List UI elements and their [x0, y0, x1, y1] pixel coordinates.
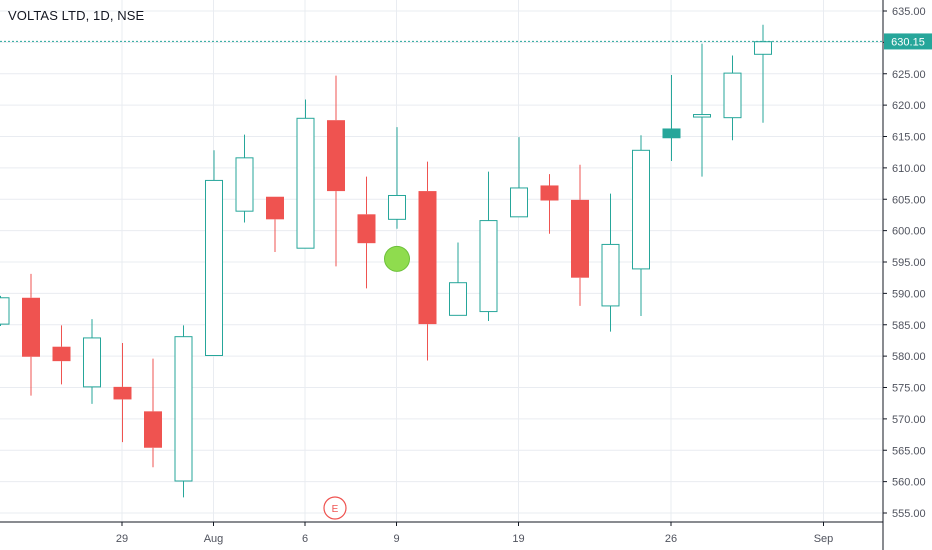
candle[interactable]: [510, 137, 528, 218]
candle[interactable]: [174, 325, 193, 498]
candle-body-down: [22, 297, 40, 357]
last-price-tag: 630.15: [884, 33, 932, 50]
candle[interactable]: [113, 342, 132, 443]
candle[interactable]: [357, 176, 376, 289]
signal-marker[interactable]: [384, 245, 410, 272]
candle[interactable]: [723, 55, 742, 141]
candle-body-up: [235, 157, 254, 212]
candle-body-down: [540, 185, 559, 201]
x-tick-label: 26: [665, 533, 677, 545]
last-price-label: 630.15: [891, 36, 925, 48]
candles-group: [0, 24, 772, 498]
grid-lines: [0, 0, 882, 522]
candle[interactable]: [388, 127, 406, 229]
candle[interactable]: [662, 75, 681, 161]
candle[interactable]: [571, 164, 589, 306]
candle[interactable]: [327, 75, 345, 267]
candle[interactable]: [479, 171, 498, 321]
y-tick-label: 560.00: [892, 477, 926, 489]
candle-body-up: [0, 297, 10, 325]
y-tick-label: 615.00: [892, 132, 926, 144]
candle-body-down: [144, 411, 162, 448]
x-tick-label: 19: [512, 533, 524, 545]
y-tick-label: 565.00: [892, 445, 926, 457]
y-tick-label: 570.00: [892, 414, 926, 426]
time-axis[interactable]: 29 Aug 6 9 19 26 Sep: [0, 521, 883, 545]
y-tick-label: 635.00: [892, 6, 926, 18]
candle[interactable]: [418, 161, 437, 361]
x-tick-label: Sep: [814, 533, 834, 545]
candle[interactable]: [693, 43, 711, 177]
y-tick-label: 625.00: [892, 69, 926, 81]
candle-body-up: [693, 114, 711, 118]
last-price-tag-bg: [884, 33, 932, 50]
x-tick-label: Aug: [204, 533, 224, 545]
y-tick-label: 610.00: [892, 163, 926, 175]
y-tick-label: 585.00: [892, 320, 926, 332]
candle[interactable]: [22, 273, 40, 396]
candle[interactable]: [540, 174, 559, 234]
y-tick-label: 575.00: [892, 383, 926, 395]
candle-body-up: [510, 187, 528, 218]
chart-title: VOLTAS LTD, 1D, NSE: [8, 8, 145, 23]
y-tick-label: 590.00: [892, 288, 926, 300]
candle[interactable]: [83, 319, 101, 404]
candle-body-up: [83, 337, 101, 388]
y-tick-label: 555.00: [892, 508, 926, 520]
candle[interactable]: [235, 134, 254, 223]
earnings-event-marker[interactable]: E: [323, 496, 347, 520]
candle[interactable]: [632, 135, 650, 316]
candle-body-up: [754, 41, 772, 55]
candle-body-down: [266, 196, 284, 220]
candle[interactable]: [52, 325, 71, 385]
candle-body-up: [205, 179, 223, 356]
y-tick-label: 600.00: [892, 226, 926, 238]
candle-body-up: [479, 220, 498, 313]
y-tick-label: 620.00: [892, 100, 926, 112]
candle-body-up: [449, 282, 467, 316]
candle-body-up: [662, 128, 681, 139]
event-label: E: [332, 504, 339, 515]
candle-body-up: [174, 336, 193, 482]
y-tick-label: 595.00: [892, 257, 926, 269]
event-circle: [323, 496, 347, 520]
y-tick-label: 605.00: [892, 194, 926, 206]
candle[interactable]: [144, 358, 162, 468]
x-tick-label: 6: [302, 533, 308, 545]
candle[interactable]: [205, 150, 223, 356]
candle-body-down: [113, 386, 132, 400]
candle-body-up: [632, 149, 650, 270]
candle-body-down: [52, 346, 71, 362]
candle-body-down: [418, 191, 437, 325]
candle[interactable]: [754, 24, 772, 123]
candle-body-up: [388, 194, 406, 220]
candle[interactable]: [601, 193, 620, 332]
candle-body-up: [296, 117, 315, 249]
x-tick-label: 29: [116, 533, 128, 545]
x-tick-label: 9: [393, 533, 399, 545]
candle[interactable]: [449, 242, 467, 316]
candle-body-down: [357, 214, 376, 244]
candle-body-down: [327, 120, 345, 192]
candle-body-up: [723, 72, 742, 119]
candle[interactable]: [266, 196, 284, 252]
candle[interactable]: [296, 99, 315, 249]
y-tick-label: 580.00: [892, 351, 926, 363]
candle-body-up: [601, 243, 620, 307]
price-axis[interactable]: 635.00630.00625.00620.00615.00610.00605.…: [882, 0, 926, 550]
candle[interactable]: [0, 295, 10, 327]
candle-body-down: [571, 199, 589, 278]
